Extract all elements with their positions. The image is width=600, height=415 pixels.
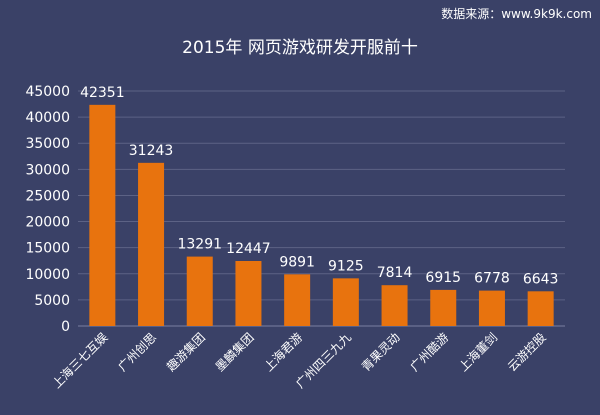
data-label: 13291 — [177, 237, 222, 253]
y-tick-label: 20000 — [25, 215, 70, 231]
x-tick-label: 云游控股 — [505, 330, 549, 374]
data-label: 12447 — [226, 241, 271, 257]
chart-title: 2015年 网页游戏研发开服前十 — [182, 38, 418, 58]
y-tick-label: 45000 — [25, 84, 70, 100]
y-tick-label: 5000 — [34, 293, 70, 309]
x-tick-label: 墨麟集团 — [212, 330, 257, 375]
x-tick-label: 广州酷游 — [408, 330, 452, 374]
y-tick-label: 15000 — [25, 241, 70, 257]
bar — [284, 274, 311, 326]
y-tick-label: 40000 — [25, 110, 70, 126]
x-tick-label: 上海三七互娱 — [49, 330, 111, 392]
data-label: 9125 — [328, 258, 364, 274]
bar — [527, 291, 554, 326]
source-note: 数据来源：www.9k9k.com — [441, 6, 592, 21]
x-tick-label: 上海董剑 — [456, 330, 501, 375]
bar — [89, 104, 116, 326]
bars — [89, 104, 554, 326]
x-tick-label: 广州创思 — [115, 330, 159, 374]
bar — [332, 278, 359, 326]
y-tick-label: 25000 — [25, 188, 70, 204]
bar — [186, 256, 213, 326]
y-tick-label: 0 — [61, 319, 70, 335]
bar — [381, 285, 408, 326]
y-axis-ticks: 0 5000 10000 15000 20000 25000 30000 35000 40000… — [25, 84, 70, 335]
data-label: 7814 — [377, 265, 413, 281]
x-tick-label: 青果灵动 — [359, 330, 403, 374]
data-label: 31243 — [129, 143, 174, 159]
data-label: 6778 — [474, 271, 510, 287]
data-label: 6643 — [523, 271, 559, 287]
y-tick-label: 35000 — [25, 136, 70, 152]
data-label: 42351 — [80, 85, 125, 101]
x-tick-label: 上海君游 — [261, 330, 306, 375]
data-label: 6915 — [425, 270, 461, 286]
y-tick-label: 30000 — [25, 162, 70, 178]
bar — [478, 290, 505, 326]
data-label: 9891 — [279, 254, 315, 270]
data-labels: 42351 31243 13291 12447 9891 9125 7814 6915 6778… — [80, 85, 558, 287]
x-tick-label: 趣游集团 — [163, 330, 208, 375]
bar — [138, 162, 165, 326]
bar — [430, 289, 457, 326]
y-tick-label: 10000 — [25, 267, 70, 283]
bar — [235, 260, 262, 326]
